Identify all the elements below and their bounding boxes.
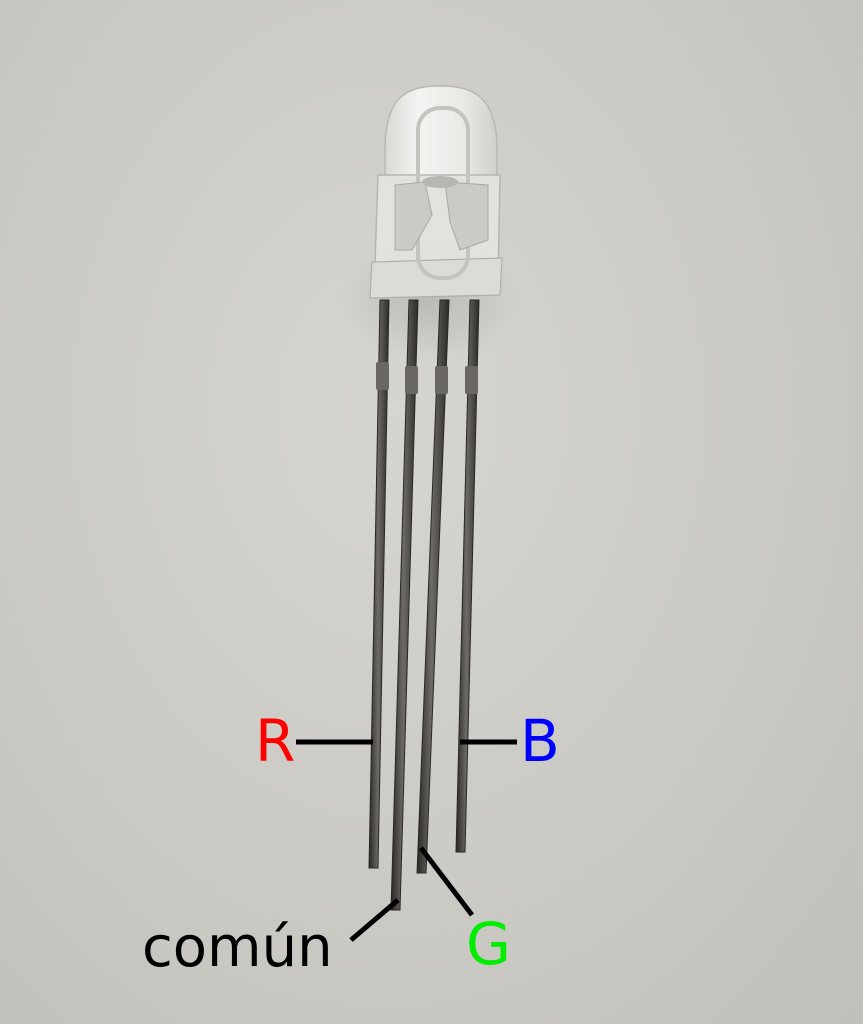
pointer-line-common: [349, 898, 400, 942]
led-anvil-right: [444, 181, 489, 251]
label-red-pin: R: [255, 707, 296, 775]
lead-common-crimp: [405, 366, 418, 394]
pointer-lines: [296, 739, 517, 942]
lead-common: [390, 299, 419, 911]
lead-green-crimp: [435, 366, 448, 394]
lead-green: [416, 299, 450, 874]
label-common-pin: común: [142, 915, 333, 980]
lead-red-crimp: [376, 362, 389, 390]
led-anvil-left: [394, 181, 433, 251]
label-green-pin: G: [466, 910, 511, 978]
led-dome: [384, 85, 498, 181]
led-die-cup: [422, 176, 458, 188]
lead-red: [368, 299, 390, 869]
led-leads: [368, 299, 480, 911]
lead-blue: [455, 299, 480, 853]
pointer-line-green: [419, 846, 474, 917]
led-body: [369, 85, 503, 299]
label-blue-pin: B: [520, 707, 560, 775]
lead-blue-crimp: [465, 366, 478, 394]
